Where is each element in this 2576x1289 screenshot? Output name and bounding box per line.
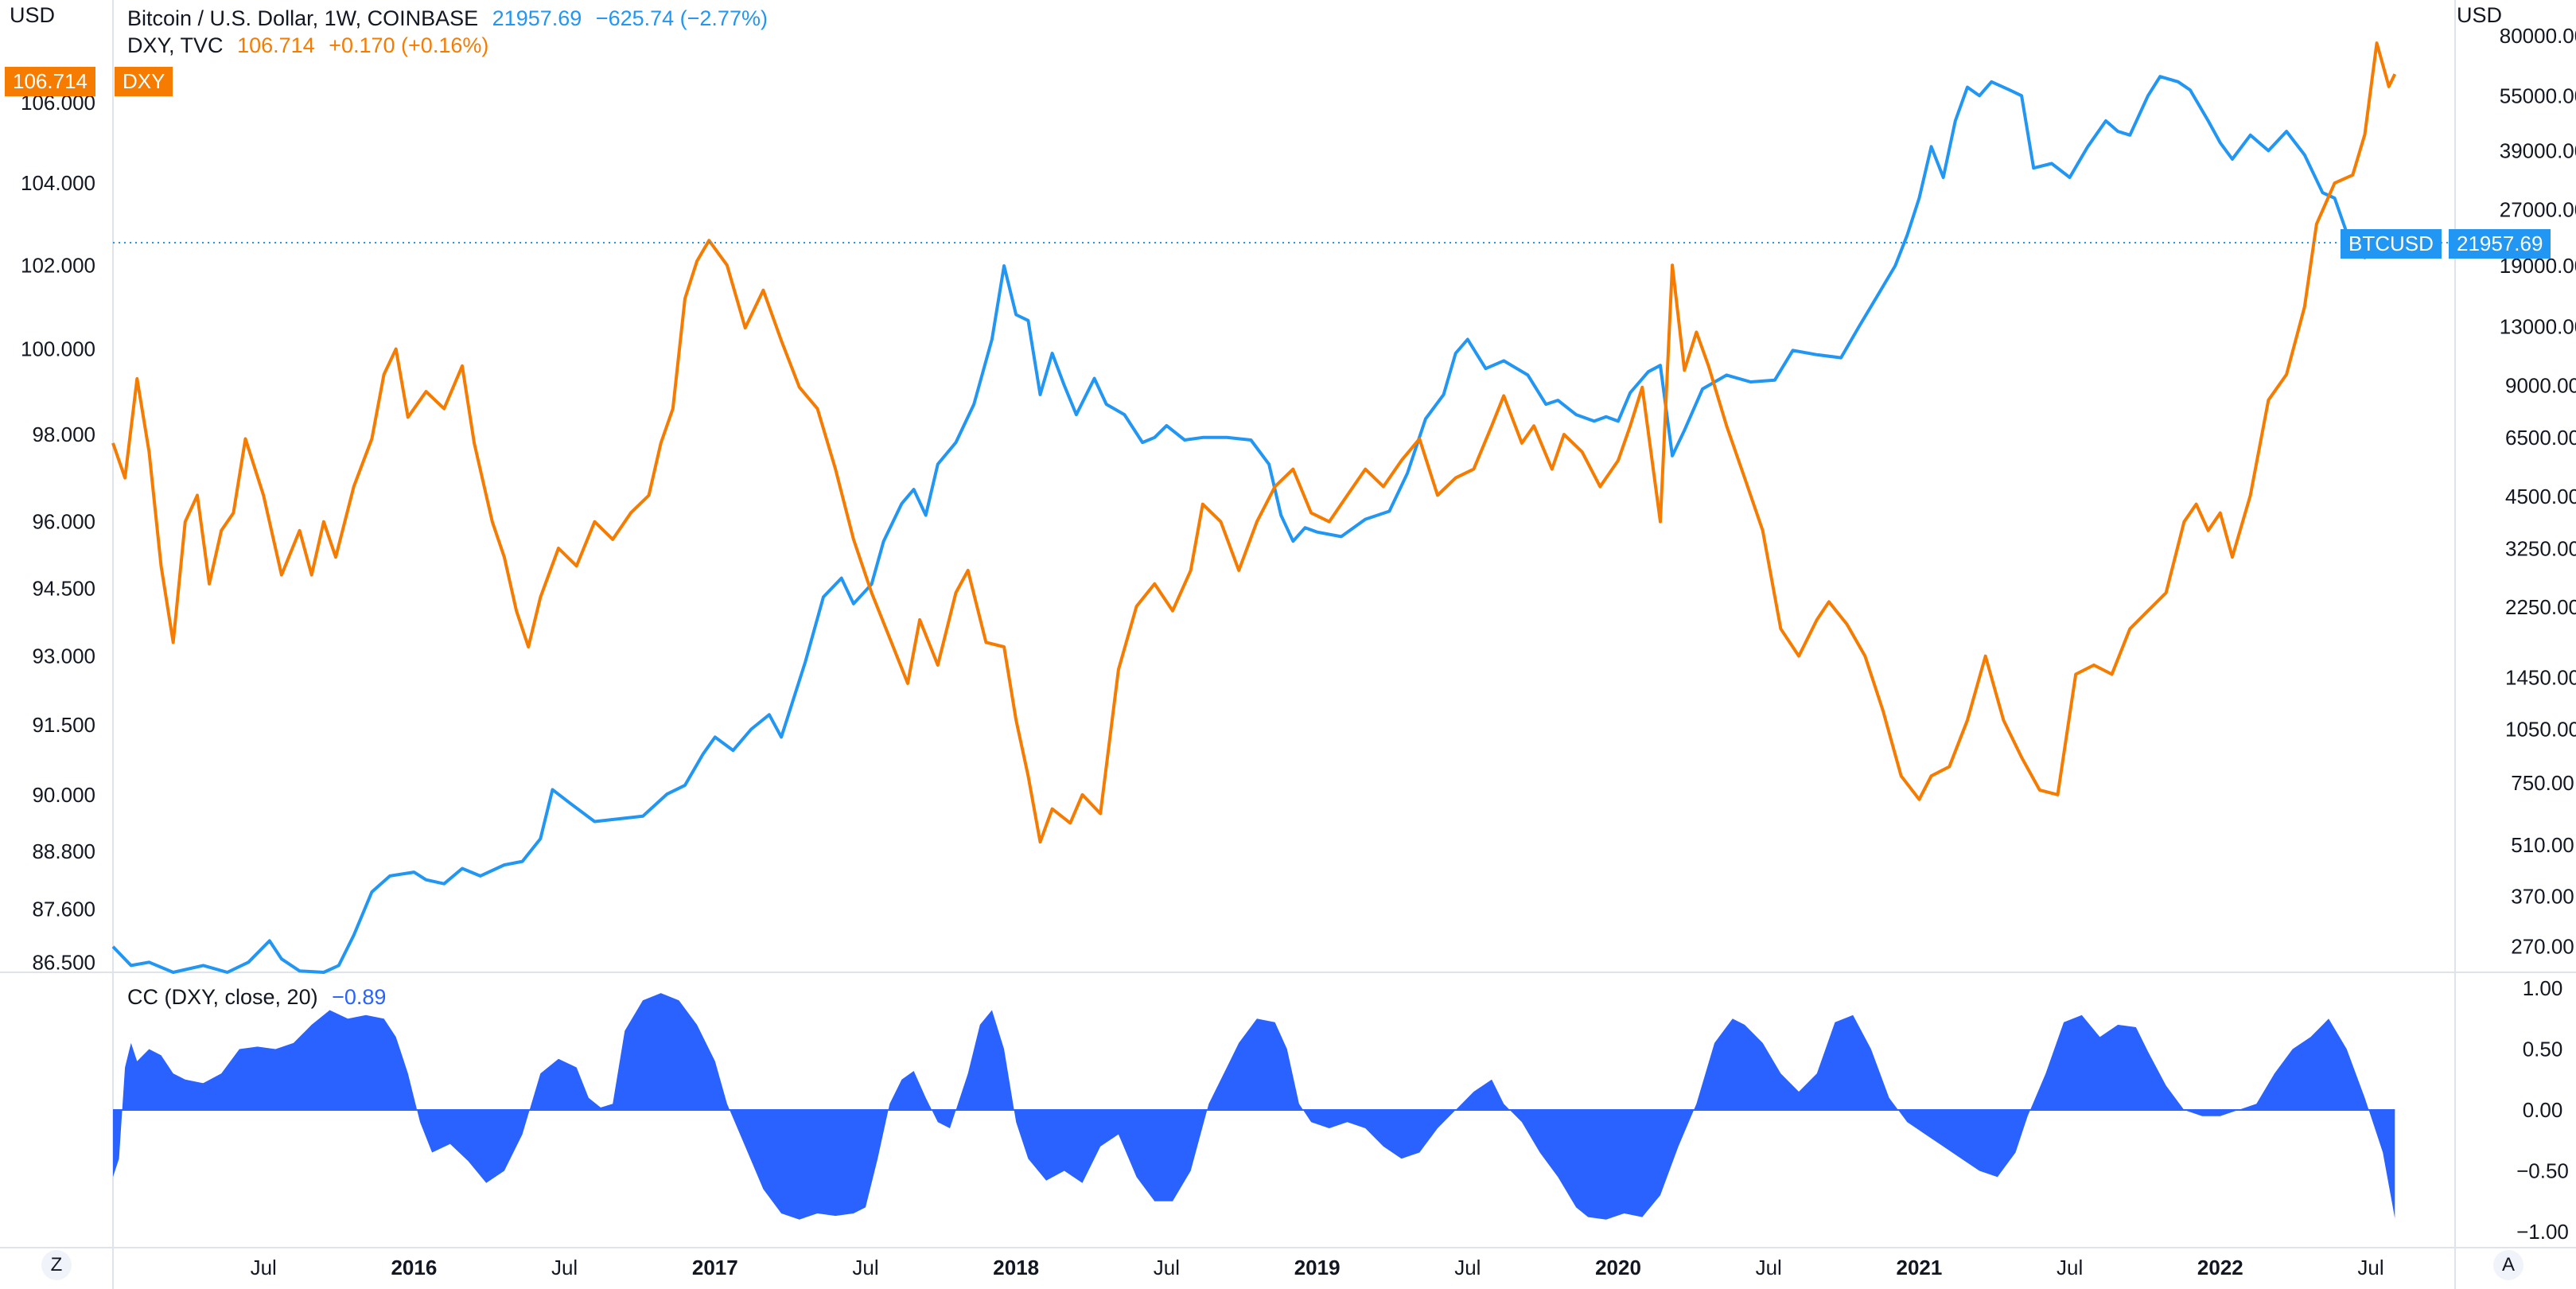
time-axis-tick-label: 2017 [692, 1256, 738, 1279]
dxy-badge-value: 106.714 [13, 69, 88, 93]
cc-legend-value: −0.89 [332, 985, 387, 1009]
right-axis-tick-label: 750.00 [2511, 771, 2574, 795]
btc-price-badge: 21957.69 [2449, 228, 2551, 259]
right-axis-tick-label: 4500.00 [2505, 485, 2576, 508]
right-axis-tick-label: 1450.00 [2505, 666, 2576, 690]
time-axis-tick-label: Jul [1154, 1256, 1180, 1279]
time-axis-tick-label: Jul [2057, 1256, 2083, 1279]
dxy-line [111, 41, 2397, 844]
time-axis-tick-label: 2016 [391, 1256, 437, 1279]
left-axis-tick-label: 93.000 [32, 644, 95, 668]
right-axis-tick-label: 55000.00 [2500, 84, 2576, 107]
dxy-legend-name: DXY, TVC [127, 33, 224, 57]
cc-axis-tick-label: −1.00 [2516, 1220, 2569, 1244]
cc-area [113, 993, 2395, 1220]
dxy-name-badge: DXY [115, 67, 173, 96]
time-axis-tick-label: 2021 [1897, 1256, 1943, 1279]
dxy-badge-name: DXY [123, 69, 165, 93]
btc-line [111, 75, 2402, 974]
left-axis-tick-label: 98.000 [32, 423, 95, 446]
right-axis-tick-label: 6500.00 [2505, 426, 2576, 450]
right-axis-tick-label: 270.00 [2511, 935, 2574, 959]
right-axis-tick-label: 370.00 [2511, 884, 2574, 908]
time-axis-tick-label: 2022 [2197, 1256, 2243, 1279]
time-axis-tick-label: Jul [551, 1256, 578, 1279]
btc-badge-name: BTCUSD [2348, 231, 2434, 255]
cc-legend-title: CC (DXY, close, 20) [127, 985, 318, 1009]
right-axis-tick-label: 9000.00 [2505, 373, 2576, 397]
auto-scale-toggle-right[interactable]: A [2493, 1250, 2523, 1280]
dxy-legend[interactable]: DXY, TVC 106.714 +0.170 (+0.16%) [127, 33, 488, 58]
cc-axis-tick-label: 0.50 [2523, 1038, 2563, 1061]
cc-area-layer [113, 993, 2395, 1220]
time-axis-tick-label: Jul [852, 1256, 878, 1279]
right-axis-tick-label: 1050.00 [2505, 718, 2576, 742]
log-scale-toggle-left[interactable]: Z [41, 1250, 72, 1280]
left-axis-tick-label: 100.000 [21, 337, 95, 361]
axes-layer: 106.000104.000102.000100.00098.00096.000… [21, 24, 2576, 1279]
right-axis-tick-label: 39000.00 [2500, 138, 2576, 162]
time-axis-tick-label: 2019 [1294, 1256, 1341, 1279]
left-axis-tick-label: 94.500 [32, 576, 95, 600]
btc-legend[interactable]: Bitcoin / U.S. Dollar, 1W, COINBASE 2195… [127, 6, 768, 31]
cc-legend[interactable]: CC (DXY, close, 20) −0.89 [127, 985, 386, 1010]
left-axis-tick-label: 88.800 [32, 839, 95, 863]
price-lines-layer [111, 41, 2455, 974]
left-axis-tick-label: 91.500 [32, 713, 95, 737]
time-axis-tick-label: 2018 [993, 1256, 1039, 1279]
time-axis-tick-label: Jul [251, 1256, 277, 1279]
right-axis-tick-label: 510.00 [2511, 833, 2574, 857]
btc-legend-name: Bitcoin / U.S. Dollar, 1W, COINBASE [127, 6, 479, 30]
cc-axis-tick-label: 0.00 [2523, 1098, 2563, 1122]
left-axis-tick-label: 90.000 [32, 783, 95, 807]
dxy-legend-change: +0.170 (+0.16%) [329, 33, 489, 57]
left-axis-tick-label: 102.000 [21, 253, 95, 277]
btc-legend-change: −625.74 (−2.77%) [595, 6, 768, 30]
time-axis-tick-label: Jul [2357, 1256, 2383, 1279]
time-axis-tick-label: Jul [1756, 1256, 1782, 1279]
right-axis-title: USD [2457, 3, 2503, 27]
dxy-legend-value: 106.714 [237, 33, 315, 57]
left-axis-tick-label: 87.600 [32, 898, 95, 921]
left-axis-title: USD [10, 3, 56, 27]
right-axis-tick-label: 80000.00 [2500, 24, 2576, 48]
right-axis-tick-label: 13000.00 [2500, 314, 2576, 338]
left-axis-tick-label: 96.000 [32, 510, 95, 534]
right-axis-tick-label: 3250.00 [2505, 536, 2576, 560]
left-axis-tick-label: 104.000 [21, 171, 95, 195]
btc-badge-value: 21957.69 [2457, 231, 2543, 255]
cc-axis-tick-label: −0.50 [2516, 1159, 2569, 1183]
time-axis-tick-label: 2020 [1595, 1256, 1641, 1279]
left-axis-tick-label: 86.500 [32, 951, 95, 975]
time-axis-tick-label: Jul [1454, 1256, 1481, 1279]
right-axis-tick-label: 27000.00 [2500, 197, 2576, 221]
dxy-price-badge: 106.714 [5, 67, 95, 96]
right-axis-tick-label: 2250.00 [2505, 595, 2576, 619]
btc-legend-value: 21957.69 [492, 6, 582, 30]
btc-name-badge: BTCUSD [2341, 228, 2442, 259]
cc-axis-tick-label: 1.00 [2523, 976, 2563, 1000]
